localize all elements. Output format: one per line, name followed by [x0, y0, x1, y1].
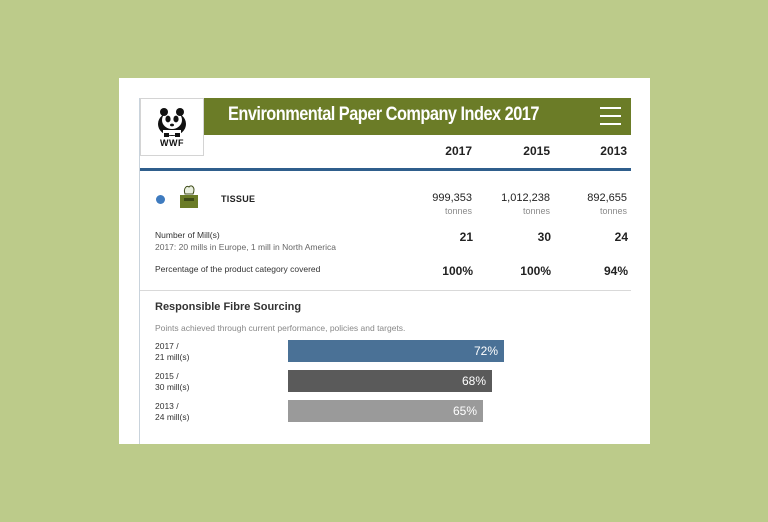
screenshot-card: WWF Environmental Paper Company Index 20… — [119, 78, 650, 444]
year-header-row: 2017 2015 2013 — [140, 135, 631, 168]
mills-2013: 24 — [614, 230, 628, 244]
year-header-2015: 2015 — [523, 144, 550, 158]
coverage-label: Percentage of the product category cover… — [155, 264, 321, 274]
section-subtitle: Points achieved through current performa… — [155, 323, 406, 333]
mills-2015: 30 — [537, 230, 551, 244]
hamburger-menu-icon[interactable] — [600, 107, 621, 126]
logo-text: WWF — [160, 137, 184, 148]
mills-2017: 21 — [459, 230, 473, 244]
page-title: Environmental Paper Company Index 2017 — [228, 104, 539, 125]
tonnage-unit-2015: tonnes — [522, 206, 550, 216]
year-header-2013: 2013 — [600, 144, 627, 158]
title-bar: Environmental Paper Company Index 2017 — [204, 98, 631, 135]
product-category-label: TISSUE — [221, 194, 256, 204]
score-bar-2017[interactable]: 72% — [288, 340, 504, 362]
category-dot-icon — [156, 195, 165, 204]
coverage-2017: 100% — [442, 264, 473, 278]
coverage-2015: 100% — [520, 264, 551, 278]
bar-label-2013: 2013 /24 mill(s) — [155, 401, 190, 422]
header-divider — [140, 168, 631, 171]
mills-label: Number of Mill(s) — [155, 230, 220, 240]
section-divider — [140, 290, 631, 291]
tonnage-2013: 892,655 — [587, 192, 627, 204]
section-title: Responsible Fibre Sourcing — [155, 301, 302, 313]
coverage-2013: 94% — [603, 264, 628, 278]
panda-icon — [158, 107, 186, 137]
bar-label-2017: 2017 /21 mill(s) — [155, 341, 190, 362]
tissue-box-icon — [180, 185, 198, 208]
index-page: WWF Environmental Paper Company Index 20… — [139, 98, 631, 444]
bar-label-2015: 2015 /30 mill(s) — [155, 371, 190, 392]
tonnage-unit-2013: tonnes — [599, 206, 627, 216]
tonnage-2017: 999,353 — [432, 192, 472, 204]
wwf-logo[interactable]: WWF — [140, 98, 204, 156]
mills-note: 2017: 20 mills in Europe, 1 mill in Nort… — [155, 242, 336, 252]
tonnage-2015: 1,012,238 — [501, 192, 550, 204]
score-bar-2015[interactable]: 68% — [288, 370, 492, 392]
year-header-2017: 2017 — [445, 144, 472, 158]
tonnage-unit-2017: tonnes — [444, 206, 472, 216]
score-bar-2013[interactable]: 65% — [288, 400, 483, 422]
